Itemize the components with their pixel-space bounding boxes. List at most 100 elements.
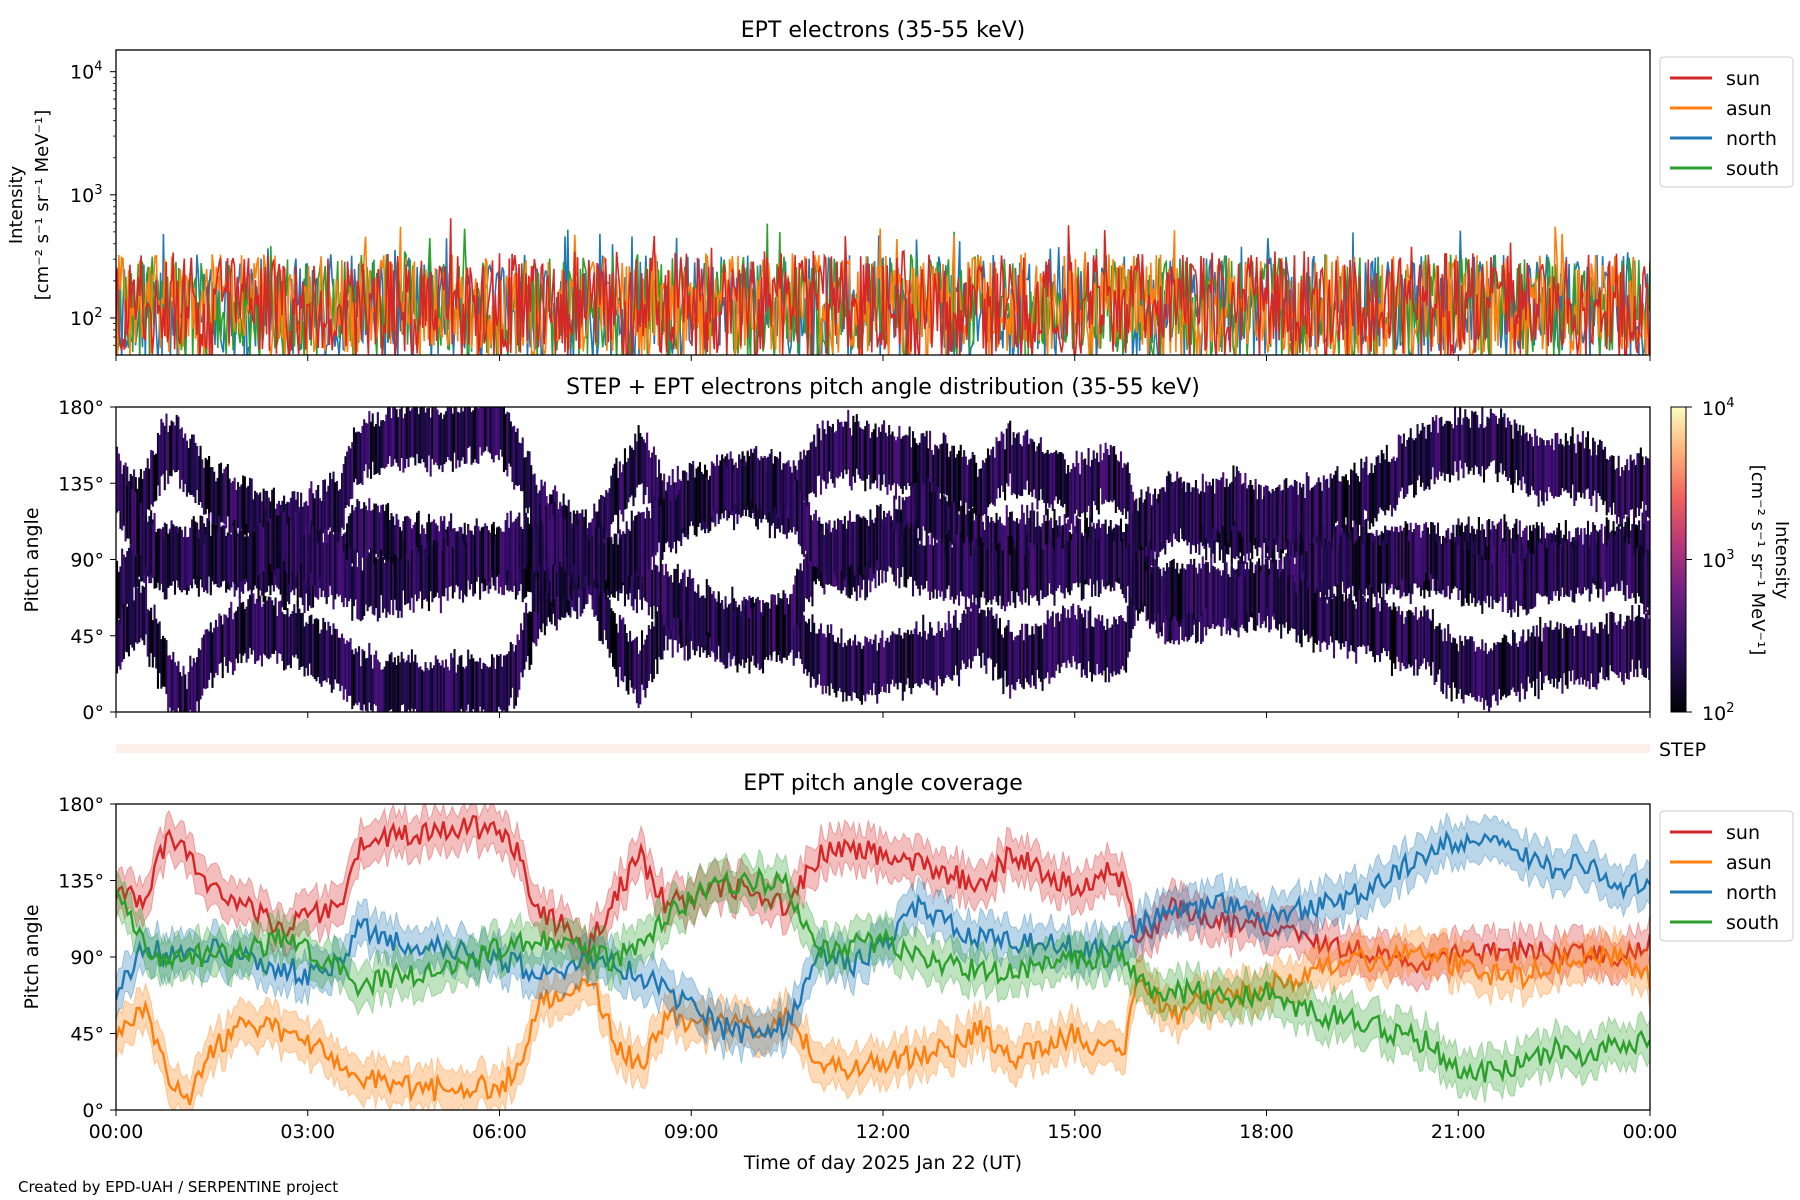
heatmap-cell xyxy=(1302,483,1305,541)
heatmap-cell xyxy=(151,523,154,578)
heatmap-cell xyxy=(170,520,173,586)
heatmap-cell xyxy=(814,510,817,567)
heatmap-cell xyxy=(364,505,367,571)
heatmap-cell xyxy=(151,450,154,507)
heatmap-cell xyxy=(542,485,545,545)
heatmap-cell xyxy=(1563,541,1566,597)
heatmap-cell xyxy=(141,515,144,579)
heatmap-cell xyxy=(1365,532,1368,589)
heatmap-cell xyxy=(1638,549,1641,597)
heatmap-cell xyxy=(1203,564,1206,628)
heatmap-cell xyxy=(1380,531,1383,584)
heatmap-cell xyxy=(351,566,354,621)
heatmap-cell xyxy=(502,655,506,711)
heatmap-cell xyxy=(840,628,843,693)
heatmap-cell xyxy=(1075,533,1078,583)
heatmap-cell xyxy=(1060,613,1063,667)
heatmap-cell xyxy=(233,520,236,584)
heatmap-cell xyxy=(148,610,151,667)
heatmap-cell xyxy=(835,430,838,478)
heatmap-cell xyxy=(923,631,927,683)
heatmap-cell xyxy=(259,522,262,573)
heatmap-cell xyxy=(325,630,328,683)
heatmap-cell xyxy=(1377,603,1380,656)
heatmap-cell xyxy=(690,464,693,520)
heatmap-cell xyxy=(407,516,410,572)
heatmap-cell xyxy=(250,530,253,592)
heatmap-cell xyxy=(739,460,742,514)
heatmap-cell xyxy=(1389,606,1392,660)
heatmap-cell xyxy=(889,434,892,491)
heatmap-cell xyxy=(760,612,763,669)
heatmap-cell xyxy=(1310,583,1313,637)
heatmap-cell xyxy=(1351,470,1354,521)
heatmap-cell xyxy=(586,534,589,586)
heatmap-cell xyxy=(1251,562,1254,614)
heatmap-cell xyxy=(750,448,753,502)
heatmap-cell xyxy=(1547,627,1550,681)
heatmap-cell xyxy=(1147,565,1150,620)
heatmap-cell xyxy=(380,669,383,712)
heatmap-cell xyxy=(642,540,645,598)
heatmap-cell xyxy=(584,528,587,577)
heatmap-cell xyxy=(930,450,933,505)
heatmap-cell xyxy=(318,529,321,579)
heatmap-cell xyxy=(637,653,640,708)
heatmap-cell xyxy=(598,542,601,596)
heatmap-cell xyxy=(923,436,927,502)
heatmap-cell xyxy=(683,569,686,621)
heatmap-cell xyxy=(305,523,308,583)
heatmap-cell xyxy=(1636,453,1639,508)
heatmap-cell xyxy=(1617,524,1620,592)
heatmap-cell xyxy=(1019,630,1022,685)
heatmap-cell xyxy=(676,494,679,541)
heatmap-cell xyxy=(1268,575,1271,633)
heatmap-cell xyxy=(421,669,424,712)
heatmap-cell xyxy=(877,427,880,475)
heatmap-cell xyxy=(867,525,870,578)
heatmap-cell xyxy=(1348,531,1351,588)
heatmap-cell xyxy=(296,550,299,607)
heatmap-cell xyxy=(482,407,485,453)
heatmap-cell xyxy=(804,553,807,598)
heatmap-cell xyxy=(1046,508,1049,568)
heatmap-cell xyxy=(826,529,829,585)
heatmap-cell xyxy=(898,628,901,683)
heatmap-cell xyxy=(1338,545,1341,595)
heatmap-cell xyxy=(772,463,775,516)
heatmap-cell xyxy=(906,435,909,483)
coverage-legend-item-south: south xyxy=(1670,912,1779,934)
heatmap-cell xyxy=(373,654,376,705)
heatmap-cell xyxy=(1564,541,1567,595)
heatmap-cell xyxy=(1394,606,1397,669)
heatmap-cell xyxy=(937,536,940,591)
heatmap-cell xyxy=(219,462,223,523)
heatmap-cell xyxy=(1378,545,1382,599)
heatmap-cell xyxy=(646,507,649,560)
heatmap-cell xyxy=(854,422,857,483)
heatmap-cell xyxy=(1164,491,1167,550)
heatmap-cell xyxy=(1339,536,1342,597)
heatmap-cell xyxy=(700,471,703,527)
heatmap-cell xyxy=(835,642,838,698)
heatmap-cell xyxy=(194,662,197,712)
heatmap-cell xyxy=(1598,529,1601,588)
heatmap-cell xyxy=(434,407,437,463)
heatmap-cell xyxy=(1050,539,1053,594)
heatmap-cell xyxy=(1353,543,1356,597)
heatmap-cell xyxy=(530,465,533,528)
heatmap-cell xyxy=(911,634,915,688)
heatmap-cell xyxy=(538,578,541,630)
heatmap-cell xyxy=(1600,523,1603,578)
heatmap-cell xyxy=(661,602,664,660)
legend-label-sun: sun xyxy=(1726,68,1760,90)
heatmap-cell xyxy=(1015,433,1019,499)
heatmap-cell xyxy=(959,532,962,592)
heatmap-cell xyxy=(361,425,364,485)
heatmap-cell xyxy=(1331,478,1334,540)
x-axis-label: Time of day 2025 Jan 22 (UT) xyxy=(743,1152,1022,1174)
heatmap-cell xyxy=(1491,563,1494,609)
heatmap-cell xyxy=(1101,460,1104,505)
heatmap-cell xyxy=(1085,464,1088,513)
heatmap-cell xyxy=(1621,629,1624,682)
